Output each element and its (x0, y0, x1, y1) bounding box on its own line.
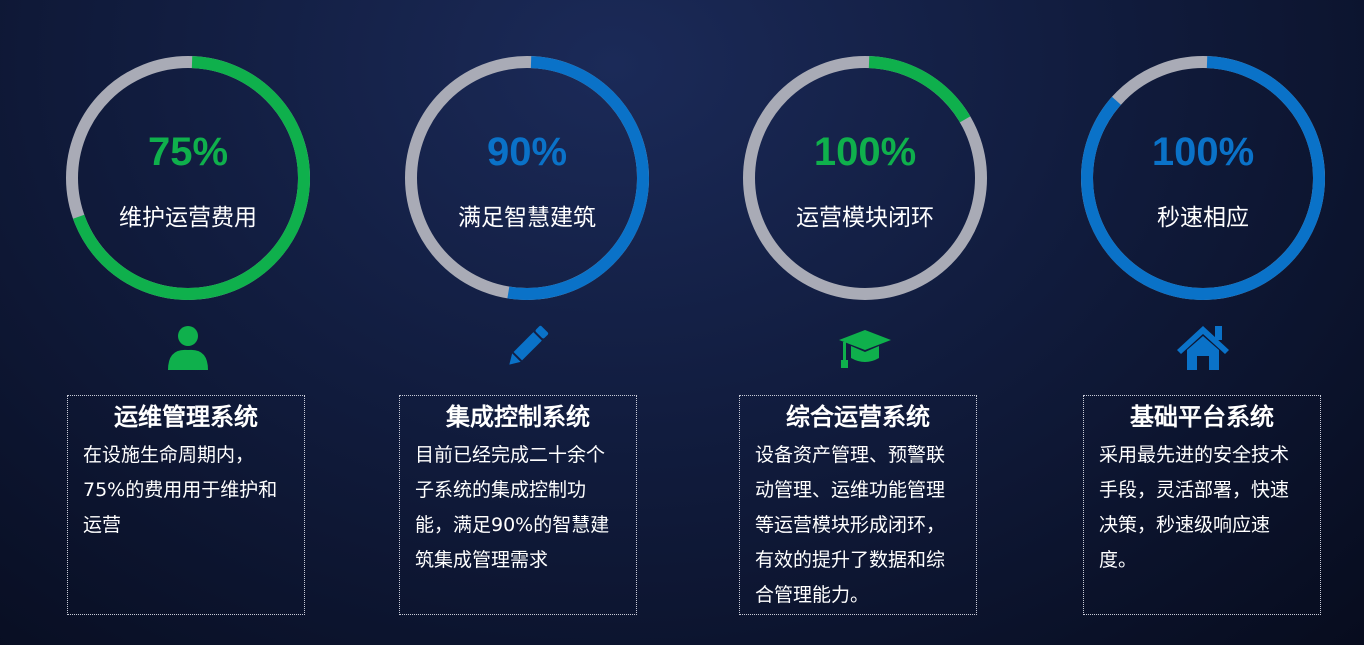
percent-value: 90% (486, 130, 568, 174)
description-line: 子系统的集成控制功 (415, 479, 587, 501)
percent-value: 75% (147, 130, 229, 174)
description-line: 目前已经完成二十余个 (415, 444, 606, 466)
ring-caption: 秒速相应 (1157, 205, 1249, 231)
description-line: 设备资产管理、预警联 (755, 444, 946, 466)
stat-card: 75% 维护运营费用 (58, 0, 398, 645)
pencil-icon (497, 322, 557, 372)
system-description-box: 运维管理系统在设施生命周期内， 75%的费用用于维护和 运营 (67, 395, 305, 615)
description-line: 等运营模块形成闭环， (755, 514, 946, 536)
stat-card: 100% 秒速相应 (1073, 0, 1364, 645)
ring-fill (65, 55, 310, 300)
system-title: 基础平台系统 (1130, 403, 1274, 431)
progress-ring (405, 55, 649, 300)
percent-value: 100% (1151, 130, 1255, 174)
progress-ring (743, 55, 987, 300)
stat-card: 100% 运营模块闭环 (735, 0, 1075, 645)
graduation-cap-icon (835, 322, 895, 372)
system-description-box: 综合运营系统设备资产管理、预警联 动管理、运维功能管理 等运营模块形成闭环， 有效的提… (739, 395, 977, 615)
user-icon (158, 322, 218, 372)
description-line: 有效的提升了数据和综 (755, 549, 946, 571)
system-description-box: 基础平台系统采用最先进的安全技术 手段，灵活部署，快速 决策，秒速级响应速 度。 (1083, 395, 1321, 615)
ring-fill (1081, 55, 1325, 300)
description-line: 手段，灵活部署，快速 (1099, 479, 1290, 501)
ring-fill (743, 55, 987, 300)
description-line: 采用最先进的安全技术 (1099, 444, 1290, 466)
progress-ring (1081, 55, 1325, 300)
ring-caption: 满足智慧建筑 (458, 205, 596, 231)
description-line: 决策，秒速级响应速 (1099, 514, 1271, 536)
system-title: 运维管理系统 (114, 403, 258, 431)
description-line: 度。 (1099, 549, 1138, 571)
ring-caption: 维护运营费用 (119, 205, 257, 231)
description-line: 在设施生命周期内， (83, 444, 255, 466)
description-line: 筑集成管理需求 (415, 549, 549, 571)
description-line: 75%的费用用于维护和 (83, 479, 278, 501)
system-description-box: 集成控制系统目前已经完成二十余个 子系统的集成控制功能，满足90%的智慧建 筑集成管… (399, 395, 637, 615)
progress-ring (65, 55, 310, 300)
ring-track (743, 56, 987, 300)
system-title: 综合运营系统 (786, 403, 930, 431)
ring-fill (405, 55, 649, 300)
description-line: 动管理、运维功能管理 (755, 479, 946, 501)
stat-card: 90% 满足智慧建筑 (397, 0, 737, 645)
percent-value: 100% (813, 130, 917, 174)
ring-caption: 运营模块闭环 (796, 205, 934, 231)
description-line: 运营 (83, 514, 122, 536)
description-line: 合管理能力。 (755, 584, 870, 606)
description-line: 能，满足90%的智慧建 (415, 514, 610, 536)
home-icon (1173, 322, 1233, 372)
system-title: 集成控制系统 (446, 403, 590, 431)
